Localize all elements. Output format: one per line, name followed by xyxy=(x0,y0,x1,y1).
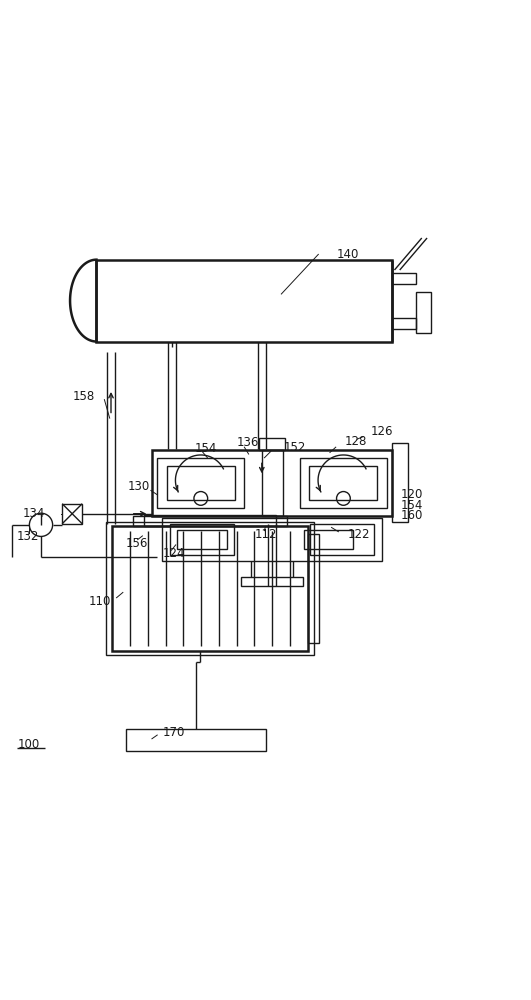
Text: 120: 120 xyxy=(401,488,423,501)
Text: 128: 128 xyxy=(345,435,367,448)
Text: 134: 134 xyxy=(22,507,45,520)
Bar xyxy=(392,273,416,284)
Text: 170: 170 xyxy=(162,726,185,739)
Bar xyxy=(106,522,314,655)
Bar xyxy=(133,516,287,526)
Bar xyxy=(152,450,392,516)
Bar xyxy=(262,450,282,516)
Text: 156: 156 xyxy=(125,537,148,550)
Text: 158: 158 xyxy=(73,390,95,403)
Bar xyxy=(259,438,285,450)
Bar xyxy=(311,524,374,555)
Bar xyxy=(167,466,235,500)
Bar xyxy=(308,534,319,643)
Bar xyxy=(170,524,234,555)
Text: 110: 110 xyxy=(89,595,111,608)
Bar xyxy=(162,518,382,561)
Text: 160: 160 xyxy=(401,509,423,522)
Bar xyxy=(62,504,82,524)
Bar xyxy=(416,292,431,333)
Text: 132: 132 xyxy=(16,530,39,543)
Text: 140: 140 xyxy=(337,248,359,261)
Text: 130: 130 xyxy=(128,480,150,493)
Text: 122: 122 xyxy=(348,528,371,541)
Text: 124: 124 xyxy=(162,547,185,560)
Bar xyxy=(113,526,308,651)
Bar xyxy=(144,515,276,526)
Bar xyxy=(97,260,392,342)
Text: 154: 154 xyxy=(401,499,423,512)
Text: 154: 154 xyxy=(194,442,217,455)
Bar xyxy=(304,530,353,549)
Bar xyxy=(310,466,378,500)
Bar xyxy=(125,729,266,751)
Bar xyxy=(177,530,227,549)
Text: 100: 100 xyxy=(17,738,39,751)
Text: 126: 126 xyxy=(371,425,393,438)
Bar xyxy=(242,577,303,586)
Bar xyxy=(392,443,408,522)
Bar xyxy=(300,458,387,508)
Bar xyxy=(392,318,416,329)
Text: 136: 136 xyxy=(236,436,259,449)
Text: 152: 152 xyxy=(284,441,306,454)
Bar xyxy=(157,458,244,508)
Text: 112: 112 xyxy=(255,528,277,541)
